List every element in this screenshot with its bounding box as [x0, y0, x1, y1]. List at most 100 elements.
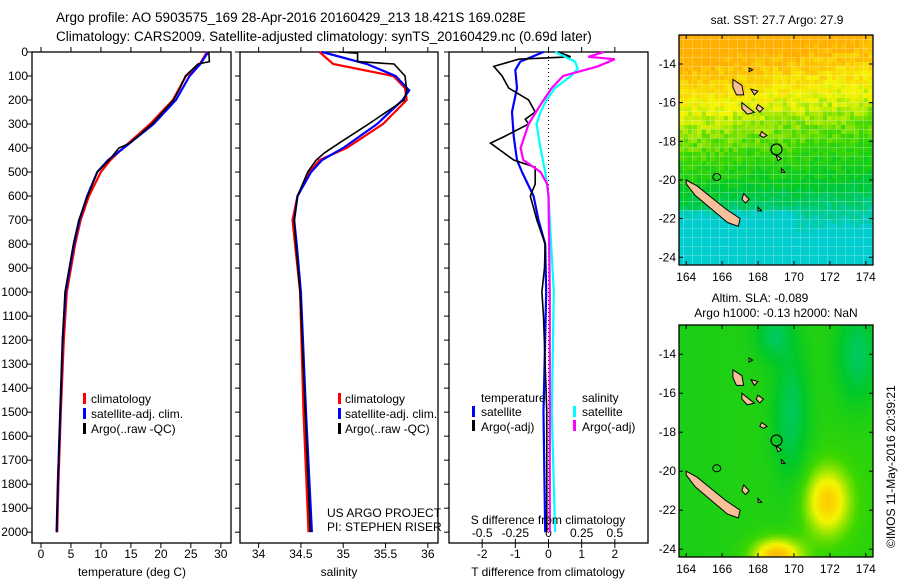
depth-tick-label: 0: [21, 45, 28, 59]
legend-label: climatology: [91, 392, 151, 406]
series-line-argo-raw-qc-: [55, 51, 211, 533]
panel-frame-difference: [448, 51, 649, 544]
island-landmass: [755, 103, 765, 114]
island-landmass: [757, 205, 763, 212]
map-frame-sla_map: [678, 324, 874, 558]
legend-marker-s-satellite: [573, 406, 576, 417]
longitude-tick-label: 168: [748, 270, 768, 284]
legend-marker-t-satellite: [472, 406, 475, 417]
x-tick-label: -2: [477, 547, 488, 561]
difference-legend: temperature salinity satellite Argo(-adj…: [472, 391, 635, 434]
series-line-argo-raw-qc-: [293, 51, 408, 533]
series-line-t-argo-adj-: [488, 51, 571, 533]
x-tick-label: 1: [578, 547, 585, 561]
sst-map-image: [679, 35, 873, 265]
legend-label: Argo(..raw -QC): [345, 422, 430, 436]
longitude-tick-label: 166: [712, 270, 732, 284]
x-tick-label: 25: [184, 547, 198, 561]
x-tick-label: 2: [611, 547, 618, 561]
depth-tick-label: 600: [8, 189, 28, 203]
sla-map-title-line2: Argo h1000: -0.13 h2000: NaN: [694, 306, 857, 320]
t-difference-axis-label: T difference from climatology: [471, 565, 625, 579]
x-tick-label: 20: [154, 547, 168, 561]
island-landmass: [685, 179, 741, 227]
legend-marker-satellite: [83, 408, 86, 419]
legend-label: Argo(..raw -QC): [91, 422, 176, 436]
legend-marker-s-argo: [573, 420, 576, 431]
legend-marker-t-argo: [472, 420, 475, 431]
depth-tick-label: 200: [8, 93, 28, 107]
depth-tick-label: 300: [8, 117, 28, 131]
x-tick-label: 34: [252, 547, 266, 561]
latitude-tick-label: -20: [659, 464, 677, 478]
island-landmass: [748, 357, 754, 363]
copyright-stamp: ©IMOS 11-May-2016 20:39:21: [884, 385, 898, 548]
longitude-tick-label: 172: [820, 270, 840, 284]
depth-tick-label: 900: [8, 261, 28, 275]
island-landmass: [741, 392, 756, 406]
island-landmass: [685, 470, 741, 519]
latitude-tick-label: -22: [659, 503, 677, 517]
legend-label: Argo(-adj): [481, 420, 534, 434]
depth-tick-label: 700: [8, 213, 28, 227]
series-line-climatology: [291, 51, 408, 533]
map-overlays: 164 166 168 170 172 174 -14 -16 -18 -20 -22 -24 164 1…: [659, 34, 876, 576]
longitude-tick-label: 164: [676, 562, 696, 576]
island-landmass: [748, 67, 754, 73]
longitude-tick-label: 170: [784, 562, 804, 576]
x-tick-label: 15: [124, 547, 138, 561]
s-tick-label: -0.25: [502, 526, 530, 540]
panel-frame-salinity: [239, 51, 439, 544]
map-frame-sst_map: [678, 34, 874, 266]
panel-frame-temperature: [31, 51, 232, 544]
x-tick-label: 5: [68, 547, 75, 561]
series-line-s-satellite: [535, 51, 579, 533]
x-tick-label: 36: [421, 547, 435, 561]
x-tick-label: 34.5: [289, 547, 313, 561]
longitude-tick-label: 170: [784, 270, 804, 284]
legend-label: satellite: [481, 405, 522, 419]
x-tick-label: 35.5: [374, 547, 398, 561]
s-difference-axis-label: S difference from climatology: [471, 513, 626, 527]
island-landmass: [775, 153, 783, 162]
reef-outline: [712, 464, 722, 473]
argo-position-marker: [770, 143, 783, 156]
latitude-tick-label: -14: [659, 57, 677, 71]
island-landmass: [749, 88, 759, 96]
x-tick-label: 0: [38, 547, 45, 561]
temperature-legend: climatology satellite-adj. clim. Argo(..…: [83, 392, 183, 436]
latitude-tick-label: -24: [659, 250, 677, 264]
x-tick-label: 10: [94, 547, 108, 561]
pi-credit: PI: STEPHEN RISER: [327, 520, 442, 534]
depth-tick-label: 800: [8, 237, 28, 251]
depth-tick-label: 2000: [1, 525, 28, 539]
series-line-satellite-adj-clim-: [55, 51, 210, 533]
temperature-axis-label: temperature (deg C): [78, 565, 186, 579]
profile-axes: 0 5 10 15 20 25 300100200300400500600700800900…: [1, 45, 649, 561]
island-landmass: [757, 497, 763, 503]
latitude-tick-label: -18: [659, 425, 677, 439]
latitude-tick-label: -24: [659, 542, 677, 556]
x-tick-label: -1: [510, 547, 521, 561]
island-landmass: [732, 78, 745, 96]
island-landmass: [780, 458, 787, 464]
s-tick-label: 0: [545, 526, 552, 540]
legend-label: satellite-adj. clim.: [345, 407, 437, 421]
depth-tick-label: 500: [8, 165, 28, 179]
series-line-climatology: [56, 51, 208, 533]
s-tick-label: 0.25: [570, 526, 594, 540]
s-tick-label: -0.5: [472, 526, 493, 540]
longitude-tick-label: 174: [856, 270, 876, 284]
island-landmass: [749, 378, 759, 387]
sla-map-image: [679, 325, 873, 557]
island-landmass: [759, 421, 768, 429]
island-landmass: [741, 192, 750, 204]
longitude-tick-label: 174: [856, 562, 876, 576]
series-line-s-argo-adj-: [519, 50, 616, 533]
latitude-tick-label: -18: [659, 134, 677, 148]
s-tick-label: 0.5: [606, 526, 623, 540]
legend-label: climatology: [345, 392, 405, 406]
depth-tick-label: 1700: [1, 453, 28, 467]
legend-label: Argo(-adj): [582, 420, 635, 434]
legend-header-temperature: temperature: [481, 391, 546, 405]
